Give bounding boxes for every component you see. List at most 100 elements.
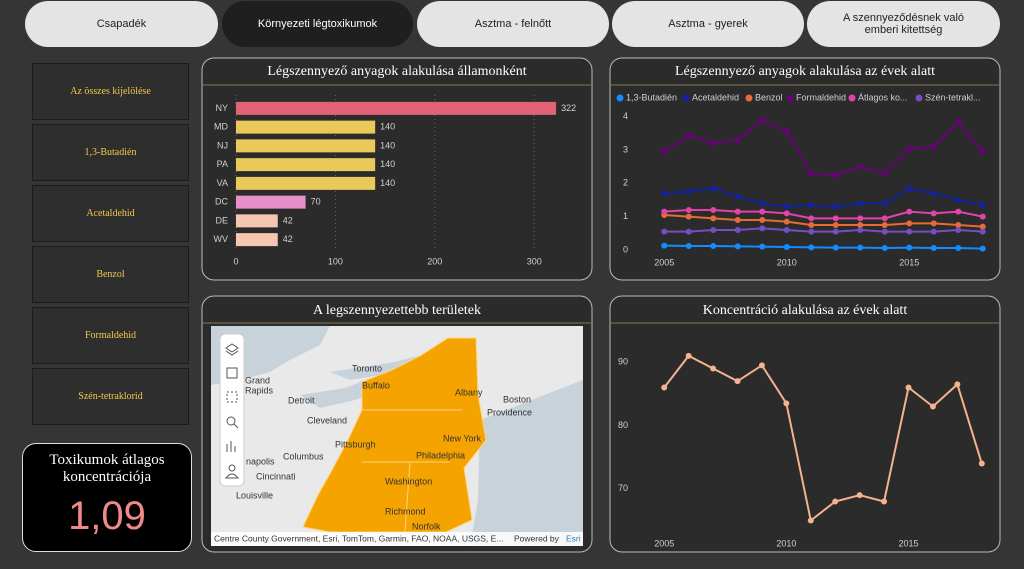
legend-marker <box>616 94 624 102</box>
point <box>955 227 962 233</box>
point <box>906 220 913 227</box>
value-label: 140 <box>380 159 395 169</box>
point <box>759 117 766 123</box>
tab[interactable]: Asztma - gyerek <box>612 1 804 47</box>
point <box>685 188 692 195</box>
point <box>978 460 985 467</box>
point <box>685 213 692 220</box>
point <box>832 244 839 251</box>
tab[interactable]: Környezeti légtoxikumok <box>222 1 413 47</box>
y-tick-label: MD <box>214 122 228 132</box>
tab[interactable]: Csapadék <box>25 1 218 47</box>
bar <box>236 195 306 209</box>
map-label: Washington <box>385 476 432 486</box>
chart-title: Légszennyező anyagok alakulása államonké… <box>267 64 526 79</box>
value-label: 140 <box>380 178 395 188</box>
slicer-item[interactable]: Formaldehid <box>32 307 189 364</box>
panel <box>201 295 593 553</box>
x-tick-label: 2015 <box>898 538 918 548</box>
map-toolbar[interactable] <box>219 333 245 487</box>
y-tick-label: 2 <box>623 178 628 188</box>
x-tick-label: 2005 <box>654 538 674 548</box>
point <box>955 118 962 125</box>
legend-marker <box>848 94 856 102</box>
x-tick-label: 300 <box>527 256 542 266</box>
point <box>734 208 741 215</box>
point <box>857 215 864 222</box>
slicer-item[interactable]: Benzol <box>32 246 189 303</box>
slicer-item[interactable]: Szén-tetraklorid <box>32 368 189 425</box>
point <box>832 498 839 505</box>
point <box>906 208 913 215</box>
point <box>905 384 912 391</box>
point <box>734 217 741 223</box>
map-background <box>211 326 583 546</box>
slicer-item[interactable]: Az összes kijelölése <box>32 63 189 120</box>
value-label: 140 <box>380 122 395 132</box>
bar <box>236 233 278 247</box>
point <box>734 227 741 233</box>
point <box>661 190 668 197</box>
lake <box>330 350 440 380</box>
value-label: 322 <box>561 103 576 113</box>
point <box>808 170 815 177</box>
point <box>783 244 790 250</box>
point <box>808 215 815 222</box>
attribution-bar <box>211 532 583 546</box>
point <box>758 362 765 369</box>
point <box>710 243 717 249</box>
point <box>832 215 839 222</box>
y-tick-label: 80 <box>618 420 628 430</box>
tab[interactable]: Asztma - felnőtt <box>417 1 609 47</box>
point <box>906 185 913 192</box>
point <box>857 200 864 207</box>
point <box>759 200 766 207</box>
map-title: A legszennyezettebb területek <box>313 303 481 318</box>
series-line <box>664 227 983 233</box>
point <box>808 202 815 208</box>
legend-label: Átlagos ko... <box>858 92 908 102</box>
point <box>955 197 962 203</box>
point <box>881 200 888 207</box>
map-label: Rapids <box>245 385 274 395</box>
point <box>783 203 790 210</box>
kpi-title: Toxikumok átlagos koncentrációja <box>49 452 165 485</box>
point <box>832 203 839 210</box>
point <box>783 218 790 225</box>
point <box>710 207 717 213</box>
point <box>710 185 717 192</box>
point <box>661 212 668 218</box>
x-tick-label: 100 <box>328 256 343 266</box>
bar <box>236 158 376 172</box>
point <box>979 245 986 252</box>
map-label: Louisville <box>236 490 273 500</box>
y-tick-label: 0 <box>623 244 628 254</box>
x-tick-label: 2005 <box>654 257 674 267</box>
map: Toronto Buffalo Albany Grand Rapids Detr… <box>211 326 583 546</box>
point <box>930 245 937 251</box>
attribution: Centre County Government, Esri, TomTom, … <box>214 533 503 543</box>
point <box>661 384 668 391</box>
map-label: Richmond <box>385 506 426 516</box>
legend-label: Formaldehid <box>796 92 846 102</box>
point <box>759 225 766 232</box>
point <box>783 227 790 233</box>
chart-title: Koncentráció alakulása az évek alatt <box>703 303 908 318</box>
legend-label: Acetaldehid <box>692 92 739 102</box>
y-tick-label: VA <box>217 178 228 188</box>
y-tick-label: 1 <box>623 211 628 221</box>
y-tick-label: 90 <box>618 357 628 367</box>
value-label: 70 <box>311 197 321 207</box>
slicer-item[interactable]: Acetaldehid <box>32 185 189 242</box>
tab[interactable]: A szennyeződésnek való emberi kitettség <box>807 1 1000 47</box>
y-tick-label: NJ <box>217 140 228 150</box>
point <box>661 242 668 249</box>
map-label: Detroit <box>288 395 315 405</box>
point <box>881 498 888 505</box>
slicer-item[interactable]: 1,3-Butadién <box>32 124 189 181</box>
point <box>857 227 864 233</box>
y-tick-label: 3 <box>623 144 628 154</box>
series-line <box>664 214 983 228</box>
esri-link[interactable]: Esri <box>566 533 581 543</box>
